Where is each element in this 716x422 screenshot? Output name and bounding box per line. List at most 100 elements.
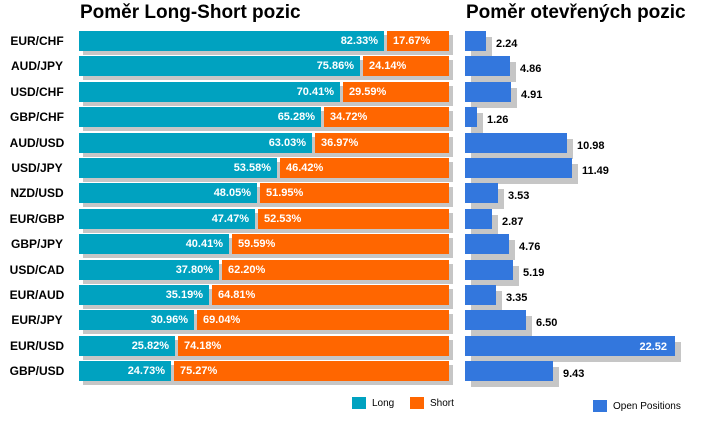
long-bar: [79, 107, 321, 127]
long-value-label: 30.96%: [150, 314, 188, 326]
short-value-label: 64.81%: [218, 289, 256, 301]
open-position-bar: [465, 209, 492, 229]
long-bar: [79, 361, 171, 381]
long-bar: [79, 234, 229, 254]
open-position-bar: [465, 31, 486, 51]
open-position-bar: [465, 183, 498, 203]
long-bar: [79, 56, 360, 76]
pair-label: GBP/JPY: [10, 237, 64, 251]
long-value-label: 70.41%: [296, 86, 334, 98]
open-position-bar: [465, 310, 526, 330]
long-bar: [79, 285, 209, 305]
short-bar: [280, 158, 449, 178]
open-position-bar: [465, 285, 496, 305]
open-position-value-label: 2.87: [502, 216, 524, 228]
pair-label: GBP/USD: [9, 364, 65, 378]
short-bar: [222, 260, 449, 280]
pair-label: EUR/USD: [9, 339, 64, 353]
open-position-value-label: 10.98: [577, 140, 605, 152]
long-bar: [79, 82, 340, 102]
long-bar: [79, 209, 255, 229]
legend-open-positions: Open Positions: [593, 400, 681, 412]
open-position-bar: [465, 234, 509, 254]
short-value-label: 69.04%: [203, 314, 241, 326]
long-value-label: 75.86%: [316, 60, 354, 72]
open-position-value-label: 3.53: [508, 190, 530, 202]
long-value-label: 53.58%: [233, 162, 271, 174]
open-position-value-label: 22.52: [639, 341, 667, 353]
left-chart-title: Poměr Long-Short pozic: [80, 2, 301, 23]
pair-label: EUR/CHF: [10, 34, 64, 48]
long-value-label: 24.73%: [127, 365, 165, 377]
long-value-label: 65.28%: [277, 111, 315, 123]
short-value-label: 24.14%: [369, 60, 407, 72]
short-value-label: 62.20%: [228, 264, 266, 276]
open-position-bar: [465, 107, 477, 127]
short-value-label: 34.72%: [330, 111, 368, 123]
short-value-label: 52.53%: [264, 213, 302, 225]
right-chart-title: Poměr otevřených pozic: [466, 2, 686, 23]
legend-long-label: Long: [372, 397, 395, 409]
pair-label: USD/CAD: [9, 263, 65, 277]
short-value-label: 17.67%: [393, 35, 431, 47]
open-position-value-label: 6.50: [536, 317, 558, 329]
pair-label: AUD/JPY: [10, 59, 63, 73]
open-position-value-label: 5.19: [523, 267, 545, 279]
legend-long: Long: [352, 397, 394, 409]
long-value-label: 82.33%: [340, 35, 378, 47]
pair-label: EUR/GBP: [9, 212, 65, 226]
short-bar: [387, 31, 449, 51]
pair-label: USD/JPY: [11, 161, 63, 175]
short-value-label: 59.59%: [238, 238, 276, 250]
legend-short-label: Short: [430, 397, 454, 409]
open-position-value-label: 3.35: [506, 292, 528, 304]
open-position-bar: [465, 158, 572, 178]
short-bar: [324, 107, 449, 127]
long-bar: [79, 158, 277, 178]
legend-open-label: Open Positions: [613, 400, 681, 412]
short-bar: [212, 285, 449, 305]
open-position-value-label: 4.86: [520, 63, 542, 75]
long-value-label: 25.82%: [131, 340, 169, 352]
long-value-label: 48.05%: [213, 187, 251, 199]
short-value-label: 46.42%: [286, 162, 324, 174]
long-value-label: 40.41%: [185, 238, 223, 250]
short-bar: [343, 82, 449, 102]
short-bar: [197, 310, 449, 330]
long-bar: [79, 183, 257, 203]
open-position-value-label: 4.76: [519, 241, 541, 253]
open-position-bar: [465, 82, 511, 102]
short-bar: [232, 234, 449, 254]
open-position-value-label: 4.91: [521, 89, 543, 101]
short-bar: [258, 209, 449, 229]
short-value-label: 29.59%: [349, 86, 387, 98]
long-value-label: 35.19%: [165, 289, 203, 301]
long-value-label: 37.80%: [175, 264, 213, 276]
short-value-label: 51.95%: [266, 187, 304, 199]
short-bar: [363, 56, 449, 76]
open-position-value-label: 11.49: [582, 165, 609, 177]
pair-label: GBP/CHF: [10, 110, 64, 124]
pair-label: USD/CHF: [10, 85, 64, 99]
open-position-value-label: 2.24: [496, 38, 518, 50]
short-bar: [260, 183, 449, 203]
short-value-label: 75.27%: [180, 365, 218, 377]
legend-long-swatch: [352, 397, 366, 409]
open-position-bar: [465, 133, 567, 153]
short-bar: [174, 361, 449, 381]
pair-label: NZD/USD: [10, 186, 64, 200]
open-position-value-label: 1.26: [487, 114, 509, 126]
short-bar: [178, 336, 449, 356]
open-position-bar: [465, 260, 513, 280]
open-position-bar: [465, 361, 553, 381]
long-bar: [79, 336, 175, 356]
open-position-bar: [465, 336, 675, 356]
pair-label: EUR/JPY: [11, 313, 63, 327]
long-value-label: 47.47%: [211, 213, 249, 225]
short-value-label: 74.18%: [184, 340, 222, 352]
pair-label: EUR/AUD: [9, 288, 65, 302]
open-position-bar: [465, 56, 510, 76]
long-bar: [79, 260, 219, 280]
legend-open-swatch: [593, 400, 607, 412]
